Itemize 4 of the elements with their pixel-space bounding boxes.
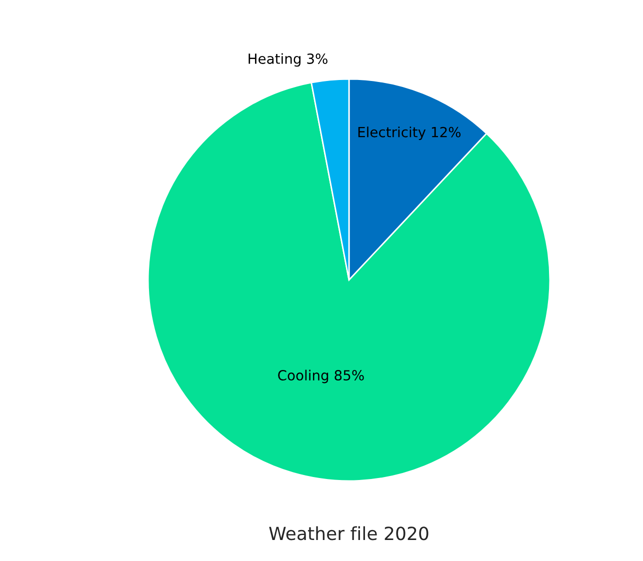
slice-label: Electricity 12% (358, 126, 461, 140)
text: Weather file 2020 (269, 526, 428, 540)
slice-label: Cooling 85% (278, 370, 364, 384)
slice-label: Heating 3% (248, 53, 328, 67)
